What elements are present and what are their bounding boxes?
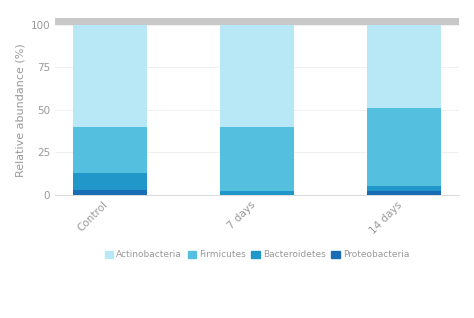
Bar [220, 25, 294, 127]
Legend: Actinobacteria, Firmicutes, Bacteroidetes, Proteobacteria: Actinobacteria, Firmicutes, Bacteroidete… [101, 247, 413, 263]
Bar [220, 127, 294, 191]
Y-axis label: Relative abundance (%): Relative abundance (%) [15, 43, 25, 176]
Bar [220, 191, 294, 195]
Bar [367, 25, 441, 108]
Bar [73, 127, 147, 173]
Bar [55, 18, 459, 25]
Bar [73, 190, 147, 195]
Bar [367, 108, 441, 186]
Bar [367, 191, 441, 195]
Bar [367, 186, 441, 191]
Bar [73, 25, 147, 127]
Bar [73, 173, 147, 190]
